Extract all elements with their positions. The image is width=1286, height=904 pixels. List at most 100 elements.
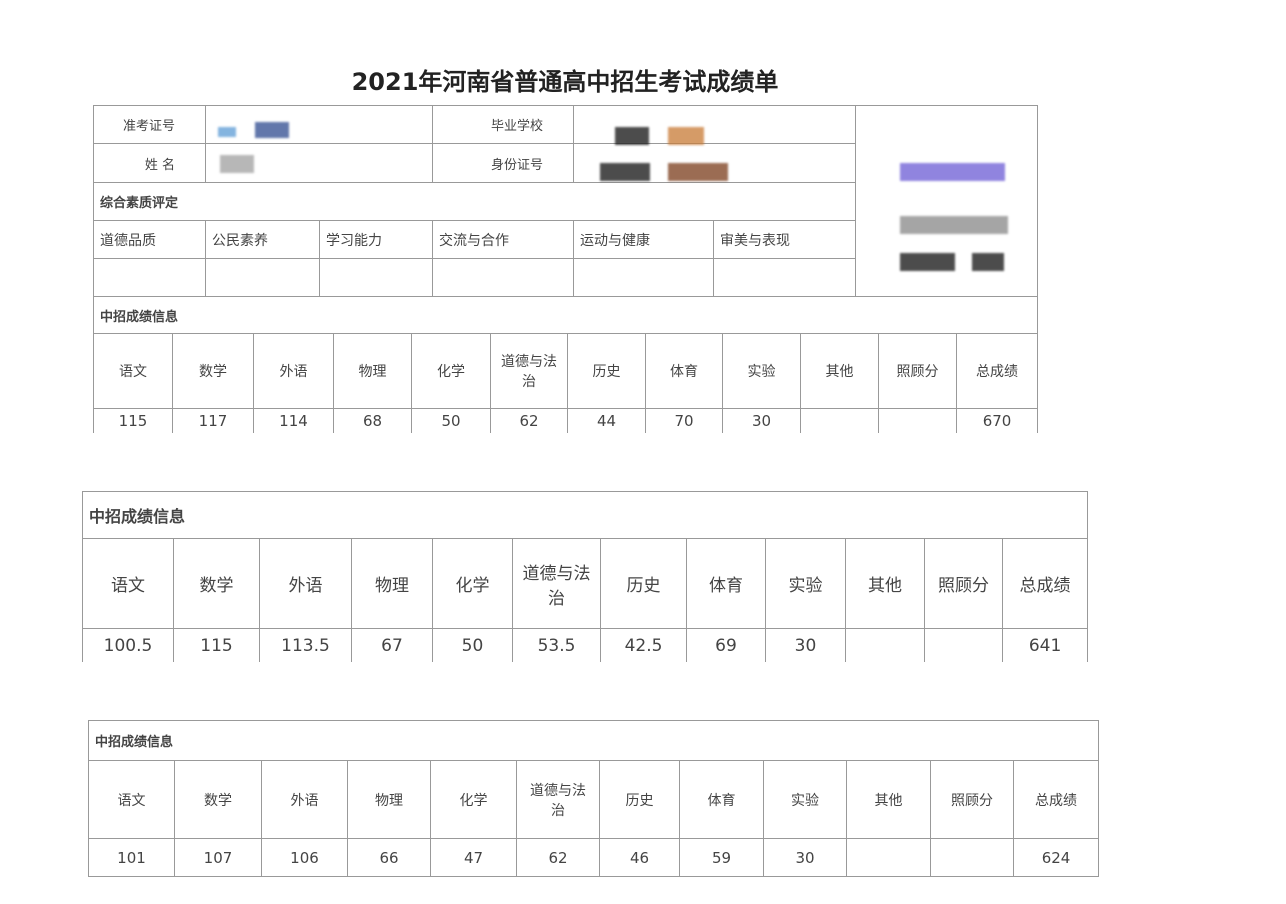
score-cell (800, 408, 879, 434)
score-cell: 47 (430, 838, 517, 877)
score-cell: 114 (253, 408, 334, 434)
subject-header: 数学 (173, 538, 260, 629)
score-cell: 68 (333, 408, 412, 434)
subject-header: 历史 (599, 760, 680, 839)
quality-item-value (93, 258, 206, 297)
subject-header: 语文 (93, 333, 173, 409)
subject-header: 物理 (333, 333, 412, 409)
subject-header: 语文 (88, 760, 175, 839)
score-cell: 100.5 (82, 628, 174, 663)
subject-header: 外语 (259, 538, 352, 629)
score-cell: 30 (765, 628, 846, 663)
redaction-block (900, 216, 1008, 234)
score-cell: 107 (174, 838, 262, 877)
score-cell (924, 628, 1003, 663)
score-cell: 67 (351, 628, 433, 663)
score-cell: 641 (1001, 628, 1089, 663)
score-cell: 101 (88, 838, 175, 877)
quality-item-value (573, 258, 714, 297)
score-row: 115 117 114 68 50 62 44 70 30 670 (93, 408, 1039, 434)
score-cell: 69 (686, 628, 766, 663)
subject-header-row: 语文 数学 外语 物理 化学 道德与法治 历史 体育 实验 其他 照顾分 总成绩 (88, 760, 1100, 839)
score-cell: 113.5 (259, 628, 352, 663)
score-cell: 50 (411, 408, 491, 434)
quality-section-heading: 综合素质评定 (93, 182, 856, 221)
subject-header: 化学 (432, 538, 513, 629)
exam-id-label: 准考证号 (93, 105, 206, 144)
quality-item-value (432, 258, 574, 297)
score-cell: 53.5 (512, 628, 601, 663)
score-table-3: 中招成绩信息 语文 数学 外语 物理 化学 道德与法治 历史 体育 实验 其他 照顾分 总成绩 101 10… (87, 720, 1100, 877)
subject-header: 其他 (800, 333, 879, 409)
redaction-block (255, 122, 289, 138)
document-title: 2021年河南省普通高中招生考试成绩单 (351, 68, 779, 96)
subject-header: 数学 (172, 333, 254, 409)
quality-item-label: 交流与合作 (432, 220, 574, 259)
subject-header-row: 语文 数学 外语 物理 化学 道德与法治 历史 体育 实验 其他 照顾分 总成绩 (93, 333, 1039, 409)
subject-header-row: 语文 数学 外语 物理 化学 道德与法治 历史 体育 实验 其他 照顾分 总成绩 (82, 538, 1089, 629)
subject-header: 体育 (679, 760, 764, 839)
score-cell: 62 (516, 838, 600, 877)
subject-header: 其他 (846, 760, 931, 839)
quality-item-value (713, 258, 856, 297)
subject-header: 历史 (600, 538, 687, 629)
redaction-block (220, 155, 254, 173)
quality-item-label: 审美与表现 (713, 220, 856, 259)
score-section-heading: 中招成绩信息 (92, 296, 1039, 334)
name-label: 姓 名 (93, 143, 206, 183)
subject-header: 实验 (763, 760, 847, 839)
subject-header: 语文 (82, 538, 174, 629)
exam-id-value (205, 105, 433, 144)
subject-header: 道德与法治 (512, 538, 601, 629)
score-cell: 59 (679, 838, 764, 877)
score-row: 101 107 106 66 47 62 46 59 30 624 (88, 838, 1100, 877)
subject-header: 照顾分 (878, 333, 957, 409)
score-cell: 106 (261, 838, 348, 877)
score-cell: 115 (93, 408, 173, 434)
subject-header: 化学 (411, 333, 491, 409)
quality-item-label: 学习能力 (319, 220, 433, 259)
quality-item-label: 公民素养 (205, 220, 320, 259)
score-cell: 44 (567, 408, 646, 434)
quality-item-label: 运动与健康 (573, 220, 714, 259)
score-cell (846, 838, 931, 877)
subject-header: 照顾分 (930, 760, 1014, 839)
subject-header: 道德与法治 (516, 760, 600, 839)
score-cell: 42.5 (600, 628, 687, 663)
score-cell: 66 (347, 838, 431, 877)
redaction-block (600, 163, 650, 181)
subject-header: 其他 (845, 538, 925, 629)
redaction-block (972, 253, 1004, 271)
score-cell: 30 (722, 408, 801, 434)
score-cell: 50 (432, 628, 513, 663)
score-cell: 115 (173, 628, 260, 663)
subject-header: 体育 (686, 538, 766, 629)
score-cell (845, 628, 925, 663)
score-cell: 624 (1012, 838, 1100, 877)
redaction-block (615, 127, 649, 145)
report-form-table: 准考证号 毕业学校 姓 名 身份证号 综合素质评定 道德品质 公民素养 学习能力 交流… (93, 105, 1038, 297)
redaction-block (900, 253, 955, 271)
score-cell: 70 (645, 408, 723, 434)
subject-header: 实验 (722, 333, 801, 409)
subject-header: 化学 (430, 760, 517, 839)
score-table-1: 中招成绩信息 语文 数学 外语 物理 化学 道德与法治 历史 体育 实验 其他 照顾分 总成绩 115 11… (92, 296, 1039, 434)
subject-header: 道德与法治 (490, 333, 568, 409)
subject-header: 实验 (765, 538, 846, 629)
redaction-block (668, 163, 728, 181)
subject-header: 数学 (174, 760, 262, 839)
id-card-label: 身份证号 (432, 143, 574, 183)
subject-header: 物理 (347, 760, 431, 839)
score-section-heading: 中招成绩信息 (87, 720, 1100, 761)
subject-header: 外语 (261, 760, 348, 839)
subject-header: 总成绩 (1012, 760, 1100, 839)
score-cell: 30 (763, 838, 847, 877)
subject-header: 照顾分 (924, 538, 1003, 629)
score-table-2: 中招成绩信息 语文 数学 外语 物理 化学 道德与法治 历史 体育 实验 其他 照顾分 总成绩 100.5… (81, 491, 1089, 663)
subject-header: 历史 (567, 333, 646, 409)
redaction-block (218, 127, 236, 137)
quality-item-value (205, 258, 320, 297)
score-row: 100.5 115 113.5 67 50 53.5 42.5 69 30 641 (82, 628, 1089, 663)
subject-header: 总成绩 (955, 333, 1039, 409)
